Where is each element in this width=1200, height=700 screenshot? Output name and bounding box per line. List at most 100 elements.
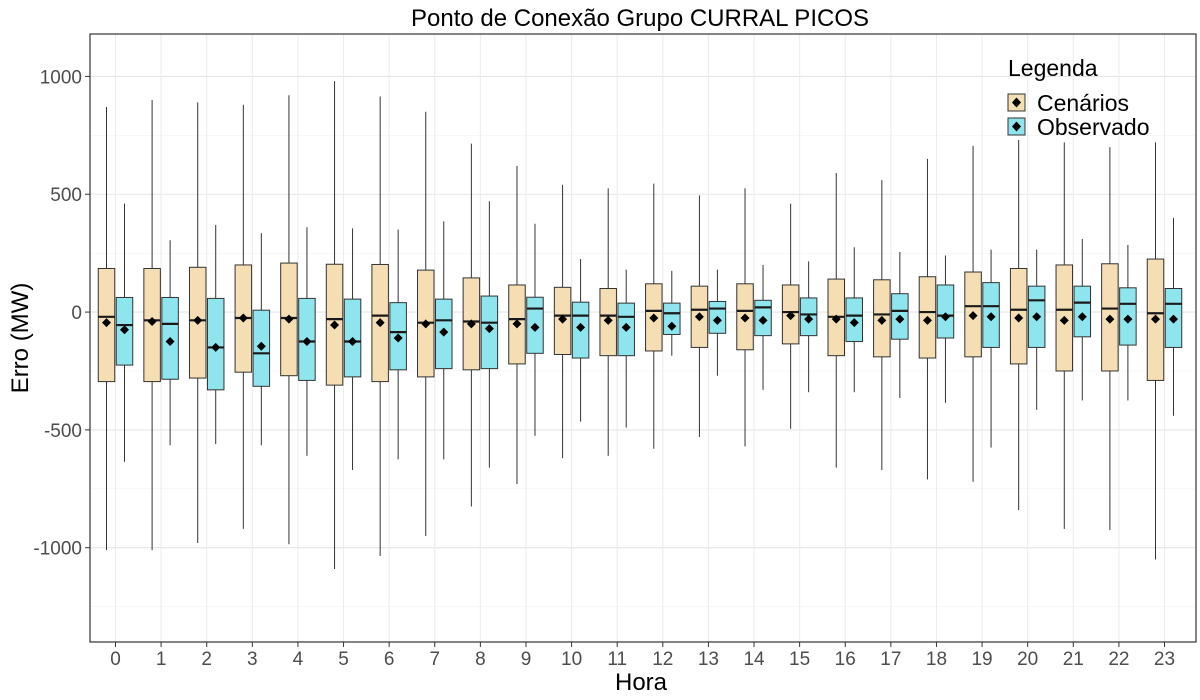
- mean-marker: [558, 314, 568, 324]
- mean-marker: [1014, 313, 1024, 323]
- x-tick-label: 11: [607, 649, 627, 670]
- x-tick-label: 7: [429, 649, 440, 670]
- legend-label-cenarios: Cenários: [1037, 90, 1129, 116]
- box-1-5: [343, 228, 362, 470]
- box-0-13: [690, 195, 709, 437]
- y-tick-label: 1000: [40, 67, 82, 88]
- y-tick-label: -1000: [33, 539, 82, 560]
- mean-marker: [1032, 312, 1042, 322]
- y-axis-title: Erro (MW): [7, 283, 34, 394]
- mean-marker: [786, 311, 796, 321]
- x-tick-label: 12: [652, 649, 673, 670]
- box-0-11: [599, 188, 617, 456]
- mean-marker: [922, 315, 932, 325]
- mean-marker: [621, 322, 631, 332]
- legend-mean-marker-observado: [1012, 121, 1021, 132]
- box-1-13: [708, 269, 727, 376]
- box-0-1: [143, 99, 161, 551]
- box-0-17: [873, 180, 891, 470]
- mean-marker: [284, 314, 294, 324]
- box-1-1: [161, 240, 179, 446]
- x-tick-label: 5: [338, 649, 349, 670]
- box-series: [97, 81, 1183, 569]
- box-1-18: [936, 255, 955, 403]
- box-0-20: [1009, 140, 1028, 511]
- box-body: [936, 284, 955, 339]
- box-body: [1073, 285, 1092, 338]
- mean-marker: [740, 313, 750, 323]
- legend-mean-marker-cenarios: [1012, 97, 1021, 108]
- box-1-20: [1027, 249, 1046, 410]
- y-tick-label: -500: [44, 421, 82, 442]
- box-1-0: [115, 203, 134, 462]
- mean-marker: [1151, 314, 1160, 324]
- mean-marker: [375, 318, 385, 328]
- box-0-3: [234, 104, 253, 529]
- mean-marker: [302, 337, 312, 347]
- box-1-19: [982, 249, 1000, 448]
- box-0-9: [508, 165, 526, 485]
- mean-marker: [147, 317, 157, 327]
- box-0-2: [188, 102, 207, 544]
- x-tick-label: 22: [1108, 649, 1129, 670]
- box-1-11: [617, 269, 635, 428]
- box-0-4: [280, 95, 298, 545]
- x-tick-label: 3: [247, 649, 258, 670]
- box-1-3: [252, 233, 271, 446]
- mean-marker: [603, 315, 613, 325]
- x-tick-label: 9: [521, 649, 532, 670]
- box-1-2: [206, 224, 225, 445]
- x-tick-label: 8: [475, 649, 486, 670]
- mean-marker: [1105, 314, 1115, 324]
- mean-marker: [421, 319, 431, 329]
- x-tick-label: 23: [1154, 649, 1175, 670]
- box-1-22: [1119, 244, 1137, 401]
- box-0-18: [918, 158, 937, 480]
- x-tick-label: 15: [789, 649, 810, 670]
- x-tick-label: 1: [156, 649, 167, 670]
- box-1-14: [754, 264, 772, 390]
- x-tick-label: 16: [835, 649, 856, 670]
- box-0-19: [964, 145, 982, 482]
- box-1-7: [435, 221, 453, 460]
- mean-marker: [576, 322, 586, 332]
- mean-marker: [393, 333, 403, 343]
- mean-marker: [439, 327, 449, 337]
- mean-marker: [165, 337, 175, 347]
- y-tick-label: 0: [71, 303, 82, 324]
- mean-marker: [968, 311, 978, 321]
- mean-marker: [484, 324, 494, 334]
- x-tick-label: 0: [110, 649, 121, 670]
- box-1-4: [298, 227, 316, 456]
- x-tick-label: 14: [743, 649, 765, 670]
- y-axis: -1000 -500 0 500 1000: [33, 67, 90, 560]
- mean-marker: [831, 314, 841, 324]
- x-tick-label: 4: [293, 649, 304, 670]
- box-0-8: [462, 143, 481, 507]
- box-1-8: [480, 201, 499, 468]
- box-0-7: [417, 111, 435, 536]
- box-0-10: [553, 184, 572, 459]
- box-1-23: [1164, 217, 1183, 416]
- box-1-15: [799, 261, 818, 393]
- box-0-15: [781, 203, 800, 429]
- chart-title: Ponto de Conexão Grupo CURRAL PICOS: [411, 5, 869, 32]
- x-axis: 0 1 2 3 4 5 6 7 8 9 10 11 12 13 14 15 16 17 18 19 20 21 22 23: [110, 642, 1175, 670]
- legend-label-observado: Observado: [1037, 114, 1150, 140]
- box-1-16: [845, 247, 863, 393]
- mean-marker: [849, 318, 859, 328]
- box-1-12: [663, 270, 681, 356]
- mean-marker: [238, 313, 248, 323]
- box-0-0: [97, 107, 116, 551]
- x-tick-label: 17: [880, 649, 901, 670]
- mean-marker: [986, 312, 996, 322]
- mean-marker: [211, 342, 221, 352]
- mean-marker: [348, 337, 358, 347]
- mean-marker: [804, 314, 814, 324]
- mean-marker: [330, 320, 340, 330]
- x-tick-label: 21: [1063, 649, 1084, 670]
- mean-marker: [102, 318, 111, 328]
- legend-item-cenarios: Cenários: [1007, 90, 1129, 116]
- mean-marker: [256, 341, 266, 351]
